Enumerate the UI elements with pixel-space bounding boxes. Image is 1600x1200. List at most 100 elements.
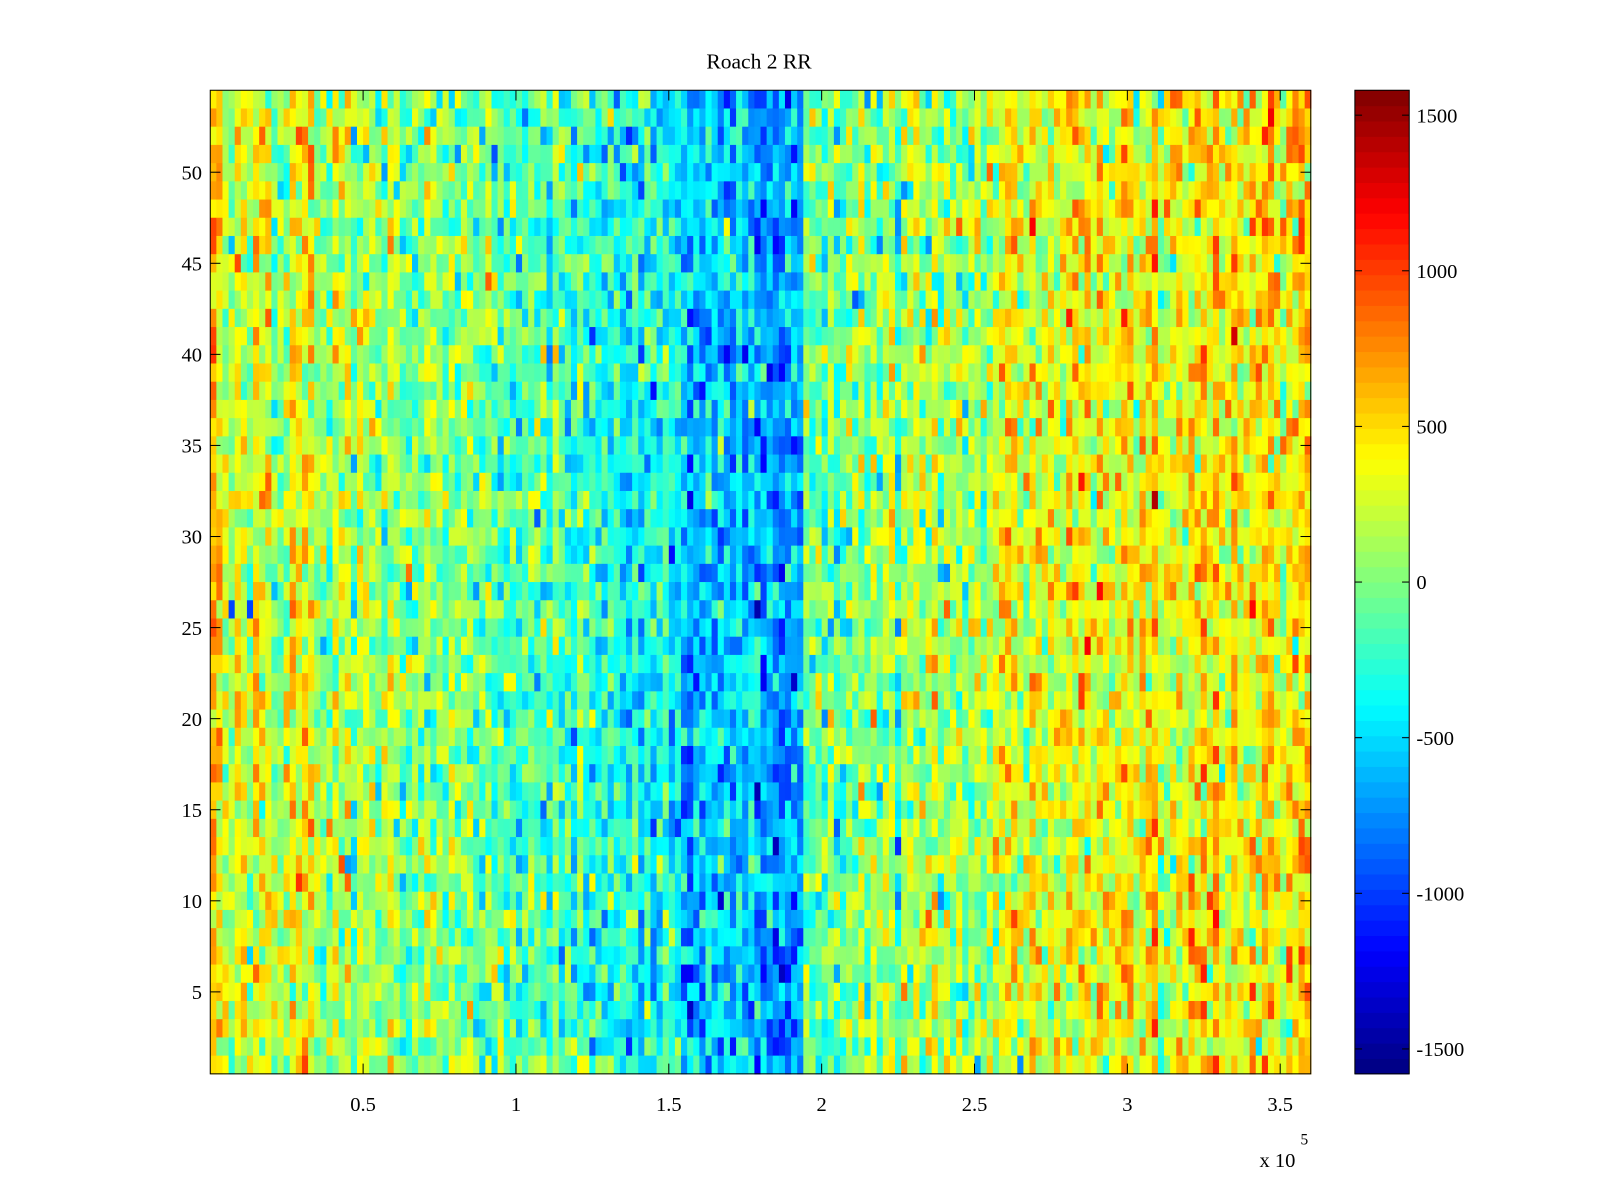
- heatmap-cell: [509, 217, 517, 237]
- heatmap-cell: [405, 144, 413, 164]
- heatmap-cell: [729, 235, 737, 255]
- heatmap-cell: [479, 126, 486, 146]
- heatmap-cell: [393, 1000, 401, 1020]
- heatmap-cell: [479, 928, 486, 947]
- heatmap-cell: [418, 527, 425, 547]
- heatmap-cell: [650, 126, 658, 146]
- heatmap-cell: [491, 235, 499, 255]
- heatmap-cell: [552, 1037, 560, 1057]
- heatmap-cell: [589, 1037, 597, 1057]
- heatmap-cell: [253, 709, 260, 729]
- heatmap-cell: [228, 545, 236, 565]
- heatmap-cell: [259, 673, 266, 692]
- heatmap-cell: [228, 673, 236, 692]
- heatmap-cell: [644, 1000, 652, 1020]
- heatmap-cell: [253, 582, 260, 601]
- heatmap-cell: [595, 509, 603, 529]
- heatmap-cell: [460, 909, 468, 929]
- heatmap-cell: [375, 964, 383, 984]
- heatmap-cell: [308, 563, 315, 583]
- heatmap-cell: [491, 1055, 499, 1075]
- heatmap-cell: [301, 636, 309, 656]
- heatmap-cell: [350, 582, 358, 601]
- heatmap-cell: [363, 745, 370, 765]
- heatmap-cell: [577, 418, 584, 437]
- heatmap-cell: [595, 855, 603, 875]
- heatmap-cell: [228, 909, 236, 929]
- heatmap-cell: [748, 527, 756, 547]
- heatmap-cell: [216, 217, 224, 237]
- heatmap-cell: [705, 436, 713, 456]
- heatmap-cell: [503, 327, 511, 346]
- heatmap-cell: [729, 800, 737, 820]
- heatmap-cell: [699, 144, 707, 164]
- heatmap-cell: [705, 399, 713, 419]
- heatmap-cell: [772, 272, 780, 292]
- heatmap-cell: [583, 727, 590, 747]
- heatmap-cell: [314, 235, 321, 255]
- heatmap-cell: [344, 873, 352, 893]
- heatmap-cell: [473, 745, 480, 765]
- heatmap-cell: [485, 691, 493, 711]
- heatmap-cell: [772, 308, 780, 328]
- heatmap-cell: [210, 855, 217, 875]
- heatmap-cell: [674, 254, 682, 274]
- heatmap-cell: [687, 582, 694, 601]
- heatmap-cell: [723, 163, 731, 182]
- heatmap-cell: [448, 837, 456, 856]
- heatmap-cell: [546, 964, 554, 984]
- heatmap-cell: [650, 818, 658, 838]
- heatmap-cell: [613, 363, 621, 383]
- heatmap-cell: [656, 108, 664, 128]
- heatmap-cell: [332, 144, 340, 164]
- heatmap-cell: [246, 181, 254, 201]
- heatmap-cell: [332, 545, 340, 565]
- heatmap-cell: [736, 199, 743, 219]
- heatmap-cell: [558, 126, 566, 146]
- heatmap-cell: [699, 782, 707, 802]
- heatmap-cell: [375, 272, 383, 292]
- heatmap-cell: [283, 509, 291, 529]
- heatmap-cell: [570, 108, 578, 128]
- heatmap-cell: [332, 909, 340, 929]
- heatmap-cell: [564, 254, 572, 274]
- heatmap-cell: [485, 600, 493, 620]
- heatmap-cell: [558, 108, 566, 128]
- heatmap-cell: [424, 345, 431, 365]
- heatmap-cell: [711, 891, 719, 911]
- heatmap-cell: [473, 235, 480, 255]
- heatmap-cell: [448, 163, 456, 182]
- heatmap-cell: [418, 1037, 425, 1057]
- heatmap-cell: [754, 290, 762, 310]
- heatmap-cell: [528, 144, 535, 164]
- heatmap-cell: [503, 1000, 511, 1020]
- heatmap-cell: [693, 691, 700, 711]
- heatmap-cell: [681, 527, 688, 547]
- heatmap-cell: [583, 928, 590, 947]
- heatmap-cell: [338, 1055, 346, 1075]
- heatmap-cell: [277, 254, 285, 274]
- heatmap-cell: [363, 891, 370, 911]
- heatmap-cell: [369, 235, 376, 255]
- heatmap-cell: [736, 654, 743, 674]
- heatmap-cell: [717, 800, 725, 820]
- heatmap-cell: [540, 272, 548, 292]
- heatmap-cell: [540, 90, 548, 110]
- heatmap-cell: [295, 454, 303, 474]
- heatmap-cell: [363, 545, 370, 565]
- heatmap-cell: [497, 363, 505, 383]
- heatmap-cell: [393, 891, 401, 911]
- heatmap-cell: [736, 691, 743, 711]
- heatmap-cell: [259, 454, 266, 474]
- heatmap-cell: [528, 928, 535, 947]
- heatmap-cell: [442, 727, 450, 747]
- heatmap-cell: [301, 563, 309, 583]
- heatmap-cell: [766, 654, 774, 674]
- heatmap-cell: [552, 381, 560, 401]
- heatmap-cell: [766, 928, 774, 947]
- heatmap-cell: [644, 472, 652, 492]
- heatmap-cell: [711, 982, 719, 1002]
- heatmap-cell: [754, 345, 762, 365]
- heatmap-cell: [509, 363, 517, 383]
- heatmap-cell: [619, 363, 627, 383]
